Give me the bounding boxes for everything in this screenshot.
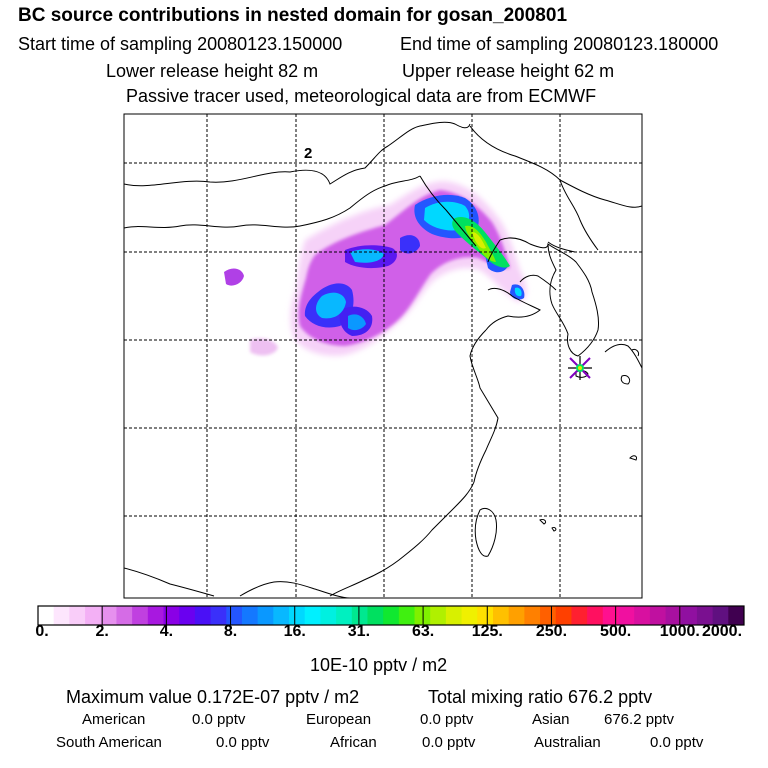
colorbar-cell	[147, 606, 165, 625]
colorbar-cell	[524, 606, 541, 625]
colorbar-cell	[728, 606, 745, 625]
star-marker-icon	[568, 356, 592, 380]
colorbar-cell	[477, 606, 494, 625]
colorbar-tick-label: 2.	[95, 623, 109, 640]
colorbar-cell	[116, 606, 133, 625]
african-label: African	[330, 734, 377, 751]
colorbar-cell	[618, 606, 635, 625]
european-value: 0.0 pptv	[420, 711, 474, 728]
colorbar-cell	[100, 606, 117, 625]
upper-release-label: Upper release height 62 m	[402, 61, 615, 81]
colorbar-unit: 10E-10 pptv / m2	[310, 655, 448, 675]
african-value: 0.0 pptv	[422, 734, 476, 751]
colorbar-cell	[430, 606, 447, 625]
colorbar-cell	[257, 606, 274, 625]
colorbar-cell	[649, 606, 667, 625]
australian-value: 0.0 pptv	[650, 734, 704, 751]
colorbar-cell	[38, 606, 55, 625]
colorbar-cell	[508, 606, 525, 625]
colorbar-cell	[210, 606, 227, 625]
colorbar-tick-label: 125.	[471, 623, 503, 640]
plume-field	[224, 181, 527, 356]
colorbar-tick-label: 16.	[283, 623, 306, 640]
colorbar-tick-label: 1000.	[659, 623, 700, 640]
colorbar-cell	[69, 606, 86, 625]
colorbar-cell	[696, 606, 714, 625]
colorbar-tick-label: 8.	[223, 623, 238, 640]
grid-label: 2	[304, 145, 312, 162]
tracer-note: Passive tracer used, meteorological data…	[126, 86, 597, 106]
colorbar-cell	[194, 606, 212, 625]
colorbar-cell	[540, 606, 557, 625]
asian-label: Asian	[532, 711, 570, 728]
colorbar-cell	[602, 606, 619, 625]
max-value-label: Maximum value 0.172E-07 pptv / m2	[66, 687, 360, 707]
map-frame	[123, 113, 643, 599]
colorbar-cell	[351, 606, 368, 625]
south-american-value: 0.0 pptv	[216, 734, 270, 751]
lower-release-label: Lower release height 82 m	[106, 61, 319, 81]
colorbar-cell	[132, 606, 149, 625]
colorbar-frame	[37, 605, 745, 626]
colorbar-cell	[681, 606, 698, 625]
colorbar-cell	[304, 606, 321, 625]
colorbar-cell	[273, 606, 290, 625]
start-time-label: Start time of sampling 20080123.150000	[18, 34, 343, 54]
asian-value: 676.2 pptv	[604, 711, 675, 728]
end-time-label: End time of sampling 20080123.180000	[400, 34, 719, 54]
colorbar-tick-label: 2000.	[701, 623, 743, 640]
colorbar-tick-label: 4.	[159, 623, 174, 640]
colorbar-cell	[163, 606, 180, 625]
map-content	[124, 114, 642, 598]
colorbar-cell	[85, 606, 102, 625]
colorbar-tick-label: 250.	[535, 623, 568, 640]
colorbar-cell	[492, 606, 510, 625]
colorbar-cell	[53, 606, 70, 625]
colorbar-cell	[712, 606, 729, 625]
colorbar-cell	[665, 606, 682, 625]
colorbar-cell	[179, 606, 196, 625]
colorbar-cell	[320, 606, 337, 625]
colorbar-cell	[383, 606, 400, 625]
colorbar-cell	[571, 606, 588, 625]
colorbar-cell	[445, 606, 463, 625]
colorbar-cell	[367, 606, 384, 625]
colorbar-tick-label: 63.	[411, 623, 435, 640]
australian-label: Australian	[534, 734, 601, 751]
colorbar-cell	[241, 606, 259, 625]
colorbar-tick-label: 31.	[347, 623, 371, 640]
colorbar-cell	[555, 606, 572, 625]
american-label: American	[82, 711, 146, 728]
colorbar-tick-label: 500.	[600, 623, 632, 640]
colorbar-cell	[336, 606, 353, 625]
colorbar-cell	[289, 606, 306, 625]
total-mixing-label: Total mixing ratio 676.2 pptv	[428, 687, 653, 707]
south-american-label: South American	[56, 734, 162, 751]
colorbar-cell	[587, 606, 604, 625]
figure-title: BC source contributions in nested domain…	[18, 5, 568, 26]
colorbar-cells	[38, 606, 745, 625]
colorbar-cell	[634, 606, 651, 625]
colorbar-tick-label: 0.	[35, 623, 49, 640]
colorbar-cell	[398, 606, 416, 625]
grid-lines	[124, 114, 642, 598]
colorbar-cell	[461, 606, 478, 625]
american-value: 0.0 pptv	[192, 711, 246, 728]
european-label: European	[306, 711, 372, 728]
